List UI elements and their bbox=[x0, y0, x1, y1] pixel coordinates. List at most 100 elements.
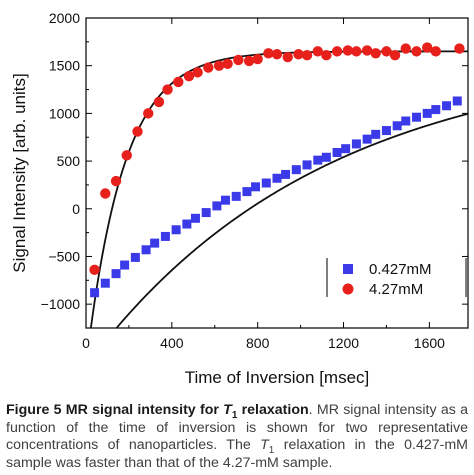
data-point-square bbox=[190, 213, 200, 223]
data-point-square bbox=[341, 144, 351, 154]
data-point-circle bbox=[381, 46, 392, 57]
x-tick-label: 1200 bbox=[328, 335, 359, 351]
data-point-circle bbox=[162, 84, 173, 95]
data-point-square bbox=[160, 231, 170, 241]
chart-figure: −1000 −500 0 500 1000 1500 2000 0 400 800 1200 160… bbox=[10, 10, 469, 387]
legend-label-0427: 0.427mM bbox=[369, 261, 432, 278]
data-points bbox=[89, 42, 465, 298]
data-point-square bbox=[261, 178, 271, 188]
y-tick-label: 2000 bbox=[49, 10, 80, 26]
data-point-square bbox=[291, 165, 301, 175]
legend: 0.427mM 4.27mM bbox=[326, 258, 467, 298]
data-point-circle bbox=[293, 49, 304, 60]
x-tick-label: 800 bbox=[246, 335, 270, 351]
fit-curve bbox=[89, 50, 468, 328]
y-tick-label: −500 bbox=[48, 248, 80, 264]
data-point-square bbox=[381, 126, 391, 136]
caption-body-sub: 1 bbox=[268, 444, 275, 456]
figure-caption: Figure 5 MR signal intensity for T1 rela… bbox=[6, 402, 468, 472]
data-point-square bbox=[313, 155, 323, 165]
data-point-circle bbox=[263, 48, 274, 59]
chart-svg: −1000 −500 0 500 1000 1500 2000 0 400 800 1200 160… bbox=[10, 10, 469, 387]
data-point-circle bbox=[351, 46, 362, 57]
y-tick-label: −1000 bbox=[41, 296, 81, 312]
data-point-square bbox=[251, 182, 261, 192]
data-point-square bbox=[431, 105, 441, 115]
legend-marker-0427 bbox=[343, 264, 353, 274]
data-point-circle bbox=[411, 46, 422, 57]
data-point-square bbox=[281, 169, 291, 179]
caption-title: Figure 5 MR signal intensity for T1 rela… bbox=[6, 402, 309, 421]
data-point-square bbox=[371, 129, 381, 139]
data-point-circle bbox=[243, 55, 255, 67]
data-point-circle bbox=[370, 48, 381, 59]
data-point-square bbox=[362, 134, 372, 144]
data-point-circle bbox=[331, 46, 343, 57]
data-point-circle bbox=[222, 58, 233, 69]
data-point-square bbox=[442, 101, 452, 111]
data-point-circle bbox=[252, 53, 263, 65]
y-tick-label: 0 bbox=[72, 201, 80, 217]
x-tick-label: 400 bbox=[160, 335, 184, 351]
data-point-square bbox=[141, 245, 151, 255]
data-point-circle bbox=[301, 50, 313, 61]
data-point-circle bbox=[132, 126, 143, 137]
data-point-square bbox=[111, 269, 121, 279]
y-tick-label: 1500 bbox=[49, 58, 80, 74]
caption-title-prefix: Figure 5 MR signal intensity for bbox=[6, 402, 224, 418]
data-point-circle bbox=[110, 175, 122, 187]
data-point-square bbox=[422, 108, 432, 118]
caption-title-t: T bbox=[223, 402, 232, 418]
data-point-circle bbox=[213, 60, 225, 71]
data-point-circle bbox=[89, 264, 100, 276]
caption-body-t: T bbox=[260, 437, 269, 453]
data-point-circle bbox=[361, 45, 373, 56]
data-point-square bbox=[411, 112, 421, 122]
plot-frame bbox=[85, 17, 469, 329]
data-point-square bbox=[182, 219, 192, 229]
data-point-square bbox=[392, 121, 402, 131]
data-point-square bbox=[100, 278, 110, 288]
caption-title-suffix: relaxation bbox=[237, 402, 309, 418]
data-point-square bbox=[401, 116, 411, 126]
data-point-square bbox=[201, 208, 211, 218]
y-tick-label: 1000 bbox=[49, 105, 80, 121]
data-point-square bbox=[351, 139, 361, 149]
data-point-square bbox=[452, 96, 462, 106]
data-point-circle bbox=[282, 51, 293, 63]
data-point-circle bbox=[203, 62, 214, 73]
data-point-circle bbox=[321, 50, 332, 61]
data-point-circle bbox=[271, 49, 283, 60]
data-point-circle bbox=[430, 46, 442, 57]
data-point-square bbox=[130, 252, 140, 262]
data-point-circle bbox=[312, 46, 323, 57]
caption-body-1: . MR signal intensity as a function of t… bbox=[6, 402, 468, 453]
data-point-square bbox=[171, 225, 181, 235]
data-point-square bbox=[321, 152, 331, 162]
data-point-square bbox=[302, 160, 312, 170]
fit-curve bbox=[115, 112, 468, 328]
data-point-circle bbox=[422, 42, 433, 53]
data-point-square bbox=[242, 187, 252, 197]
x-axis-label: Time of Inversion [msec] bbox=[185, 368, 370, 387]
data-point-circle bbox=[143, 108, 154, 119]
legend-marker-427 bbox=[342, 283, 354, 295]
data-point-square bbox=[231, 191, 241, 201]
x-tick-label: 0 bbox=[82, 335, 90, 351]
data-point-circle bbox=[233, 54, 244, 66]
data-point-circle bbox=[100, 188, 111, 199]
x-tick-label: 1600 bbox=[414, 335, 445, 351]
fit-curves bbox=[89, 50, 468, 328]
caption-title-sub: 1 bbox=[231, 409, 238, 421]
data-point-square bbox=[120, 260, 130, 270]
legend-label-427: 4.27mM bbox=[369, 281, 423, 298]
data-point-circle bbox=[121, 150, 132, 161]
y-axis-ticks: −1000 −500 0 500 1000 1500 2000 bbox=[41, 10, 468, 329]
data-point-circle bbox=[173, 76, 184, 88]
data-point-circle bbox=[153, 96, 165, 108]
data-point-circle bbox=[342, 45, 354, 56]
data-point-circle bbox=[400, 43, 411, 54]
y-tick-label: 500 bbox=[57, 153, 81, 169]
data-point-square bbox=[212, 201, 222, 211]
data-point-square bbox=[150, 238, 160, 248]
